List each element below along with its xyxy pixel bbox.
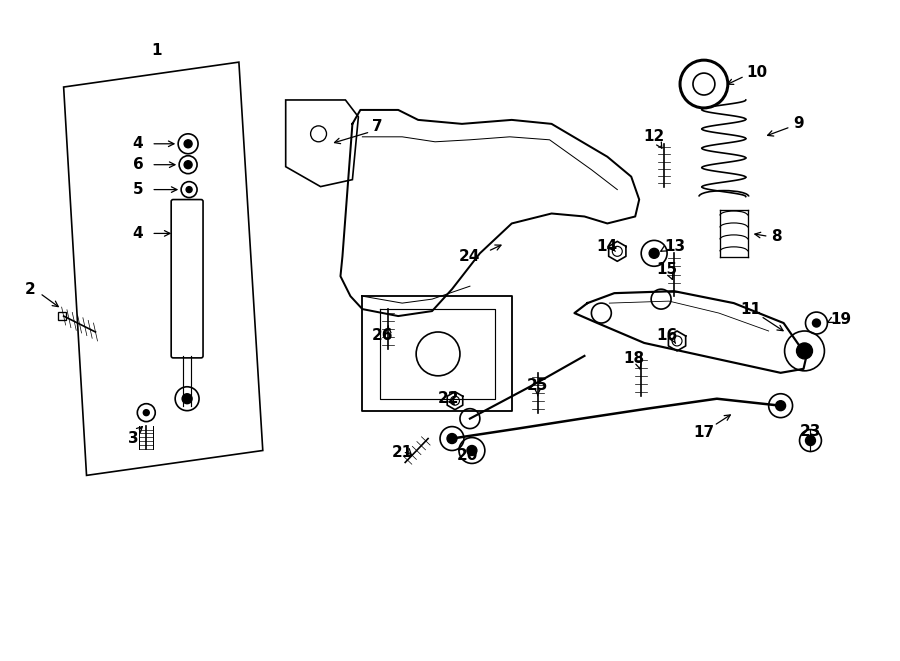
Circle shape: [813, 319, 821, 327]
Text: 18: 18: [624, 352, 644, 366]
Text: 13: 13: [664, 239, 685, 254]
Text: 12: 12: [644, 130, 665, 144]
Text: 8: 8: [770, 229, 781, 244]
Text: 9: 9: [794, 116, 805, 132]
Text: 22: 22: [437, 391, 459, 407]
Text: 16: 16: [656, 329, 678, 344]
Circle shape: [649, 249, 659, 258]
Text: 20: 20: [457, 448, 479, 463]
Circle shape: [143, 410, 149, 416]
Circle shape: [184, 140, 192, 148]
Circle shape: [447, 434, 457, 444]
Text: 3: 3: [128, 431, 139, 446]
Text: 2: 2: [24, 282, 35, 297]
Polygon shape: [58, 312, 66, 320]
Text: 11: 11: [740, 301, 761, 317]
Circle shape: [796, 343, 813, 359]
Text: 21: 21: [392, 445, 413, 460]
Circle shape: [467, 446, 477, 455]
Text: 25: 25: [526, 378, 548, 393]
Circle shape: [806, 436, 815, 446]
Text: 24: 24: [459, 249, 481, 264]
Text: 4: 4: [132, 136, 143, 151]
Circle shape: [776, 401, 786, 410]
Circle shape: [182, 394, 192, 404]
Text: 10: 10: [747, 65, 768, 79]
Text: 14: 14: [597, 239, 618, 254]
Text: 1: 1: [151, 43, 161, 58]
Text: 23: 23: [800, 424, 821, 438]
Text: 15: 15: [656, 262, 678, 277]
Text: 17: 17: [693, 425, 715, 440]
Text: 6: 6: [132, 157, 143, 173]
Text: 7: 7: [373, 120, 383, 134]
Text: 26: 26: [372, 329, 393, 344]
Text: 5: 5: [132, 182, 143, 197]
Text: 4: 4: [132, 226, 143, 241]
Circle shape: [186, 186, 192, 192]
Text: 19: 19: [831, 311, 851, 327]
Circle shape: [184, 161, 192, 169]
